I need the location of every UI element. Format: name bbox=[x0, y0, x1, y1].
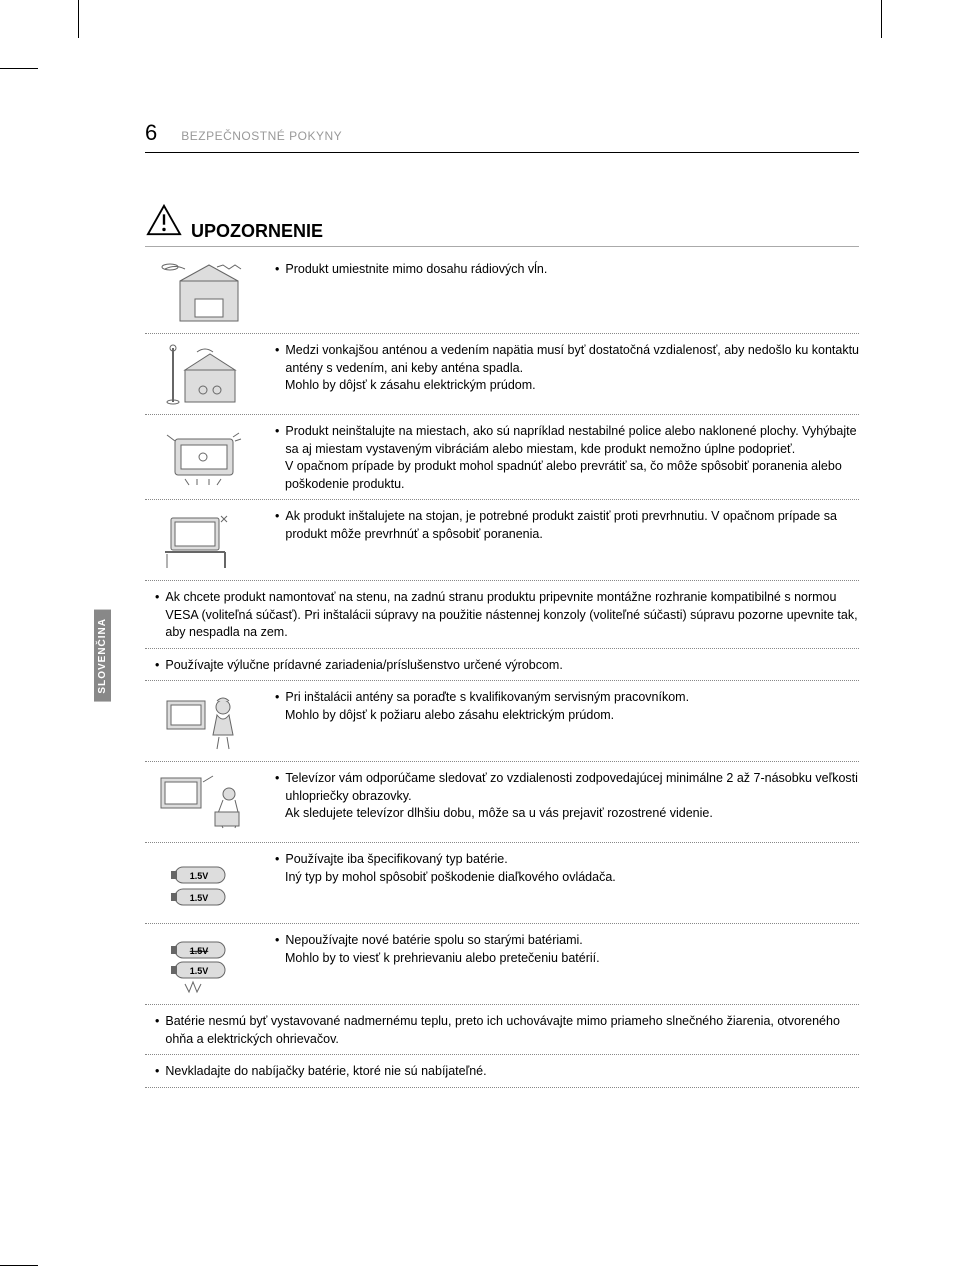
instruction-text: •Používajte výlučne prídavné zariadenia/… bbox=[153, 655, 563, 675]
page-header: 6 BEZPEČNOSTNÉ POKYNY bbox=[145, 120, 859, 153]
bullet: • bbox=[275, 342, 279, 360]
instruction-row: •Batérie nesmú byť vystavované nadmerném… bbox=[145, 1005, 859, 1055]
bullet: • bbox=[275, 851, 279, 869]
bullet: • bbox=[155, 1013, 159, 1031]
caution-header: UPOZORNENIE bbox=[145, 203, 859, 247]
instruction-text: •Medzi vonkajšou anténou a vedením napät… bbox=[273, 340, 859, 395]
instruction-row: •Televízor vám odporúčame sledovať zo vz… bbox=[145, 762, 859, 843]
caution-title: UPOZORNENIE bbox=[191, 221, 323, 242]
viewing-distance-icon bbox=[145, 768, 261, 836]
instruction-text: •Ak chcete produkt namontovať na stenu, … bbox=[153, 587, 859, 642]
bullet: • bbox=[155, 1063, 159, 1081]
antenna-house-icon bbox=[145, 340, 261, 408]
instruction-row: •Pri inštalácii antény sa poraďte s kval… bbox=[145, 681, 859, 762]
language-tab: SLOVENČINA bbox=[94, 610, 111, 702]
bullet: • bbox=[155, 589, 159, 607]
bullet: • bbox=[155, 657, 159, 675]
instruction-row: •Produkt umiestnite mimo dosahu rádiovýc… bbox=[145, 253, 859, 334]
batteries-mixed-icon: 1.5V 1.5V bbox=[145, 930, 261, 998]
installer-icon bbox=[145, 687, 261, 755]
svg-text:1.5V: 1.5V bbox=[190, 946, 209, 956]
crop-mark bbox=[881, 0, 882, 38]
instruction-row: 1.5V 1.5V •Nepoužívajte nové batérie spolu… bbox=[145, 924, 859, 1005]
instruction-row: •Medzi vonkajšou anténou a vedením napät… bbox=[145, 334, 859, 415]
instruction-text: •Nepoužívajte nové batérie spolu so star… bbox=[273, 930, 600, 967]
bullet: • bbox=[275, 932, 279, 950]
instruction-row: •Produkt neinštalujte na miestach, ako s… bbox=[145, 415, 859, 500]
svg-text:1.5V: 1.5V bbox=[190, 871, 209, 881]
bullet: • bbox=[275, 423, 279, 441]
bullet: • bbox=[275, 770, 279, 788]
instruction-text: •Pri inštalácii antény sa poraďte s kval… bbox=[273, 687, 689, 724]
crop-mark bbox=[0, 1265, 38, 1266]
bullet: • bbox=[275, 689, 279, 707]
instructions-list: •Produkt umiestnite mimo dosahu rádiovýc… bbox=[145, 253, 859, 1088]
instruction-text: •Používajte iba špecifikovaný typ batéri… bbox=[273, 849, 616, 886]
radio-waves-icon bbox=[145, 259, 261, 327]
instruction-text: •Produkt umiestnite mimo dosahu rádiovýc… bbox=[273, 259, 547, 279]
instruction-row: 1.5V 1.5V •Používajte iba špecifikovaný ty… bbox=[145, 843, 859, 924]
instruction-text: •Batérie nesmú byť vystavované nadmerném… bbox=[153, 1011, 859, 1048]
instruction-text: •Nevkladajte do nabíjačky batérie, ktoré… bbox=[153, 1061, 487, 1081]
svg-text:1.5V: 1.5V bbox=[190, 893, 209, 903]
svg-text:1.5V: 1.5V bbox=[190, 966, 209, 976]
bullet: • bbox=[275, 508, 279, 526]
unstable-tv-icon bbox=[145, 421, 261, 489]
page-number: 6 bbox=[145, 120, 157, 146]
instruction-row: •Používajte výlučne prídavné zariadenia/… bbox=[145, 649, 859, 682]
instruction-row: •Ak chcete produkt namontovať na stenu, … bbox=[145, 581, 859, 649]
bullet: • bbox=[275, 261, 279, 279]
instruction-text: •Televízor vám odporúčame sledovať zo vz… bbox=[273, 768, 859, 823]
instruction-row: •Ak produkt inštalujete na stojan, je po… bbox=[145, 500, 859, 581]
section-title: BEZPEČNOSTNÉ POKYNY bbox=[181, 129, 342, 143]
instruction-text: •Produkt neinštalujte na miestach, ako s… bbox=[273, 421, 859, 493]
tv-stand-icon bbox=[145, 506, 261, 574]
crop-mark bbox=[78, 0, 79, 38]
instruction-text: •Ak produkt inštalujete na stojan, je po… bbox=[273, 506, 859, 543]
caution-icon bbox=[145, 203, 183, 242]
instruction-row: •Nevkladajte do nabíjačky batérie, ktoré… bbox=[145, 1055, 859, 1088]
crop-mark bbox=[0, 68, 38, 69]
batteries-icon: 1.5V 1.5V bbox=[145, 849, 261, 917]
